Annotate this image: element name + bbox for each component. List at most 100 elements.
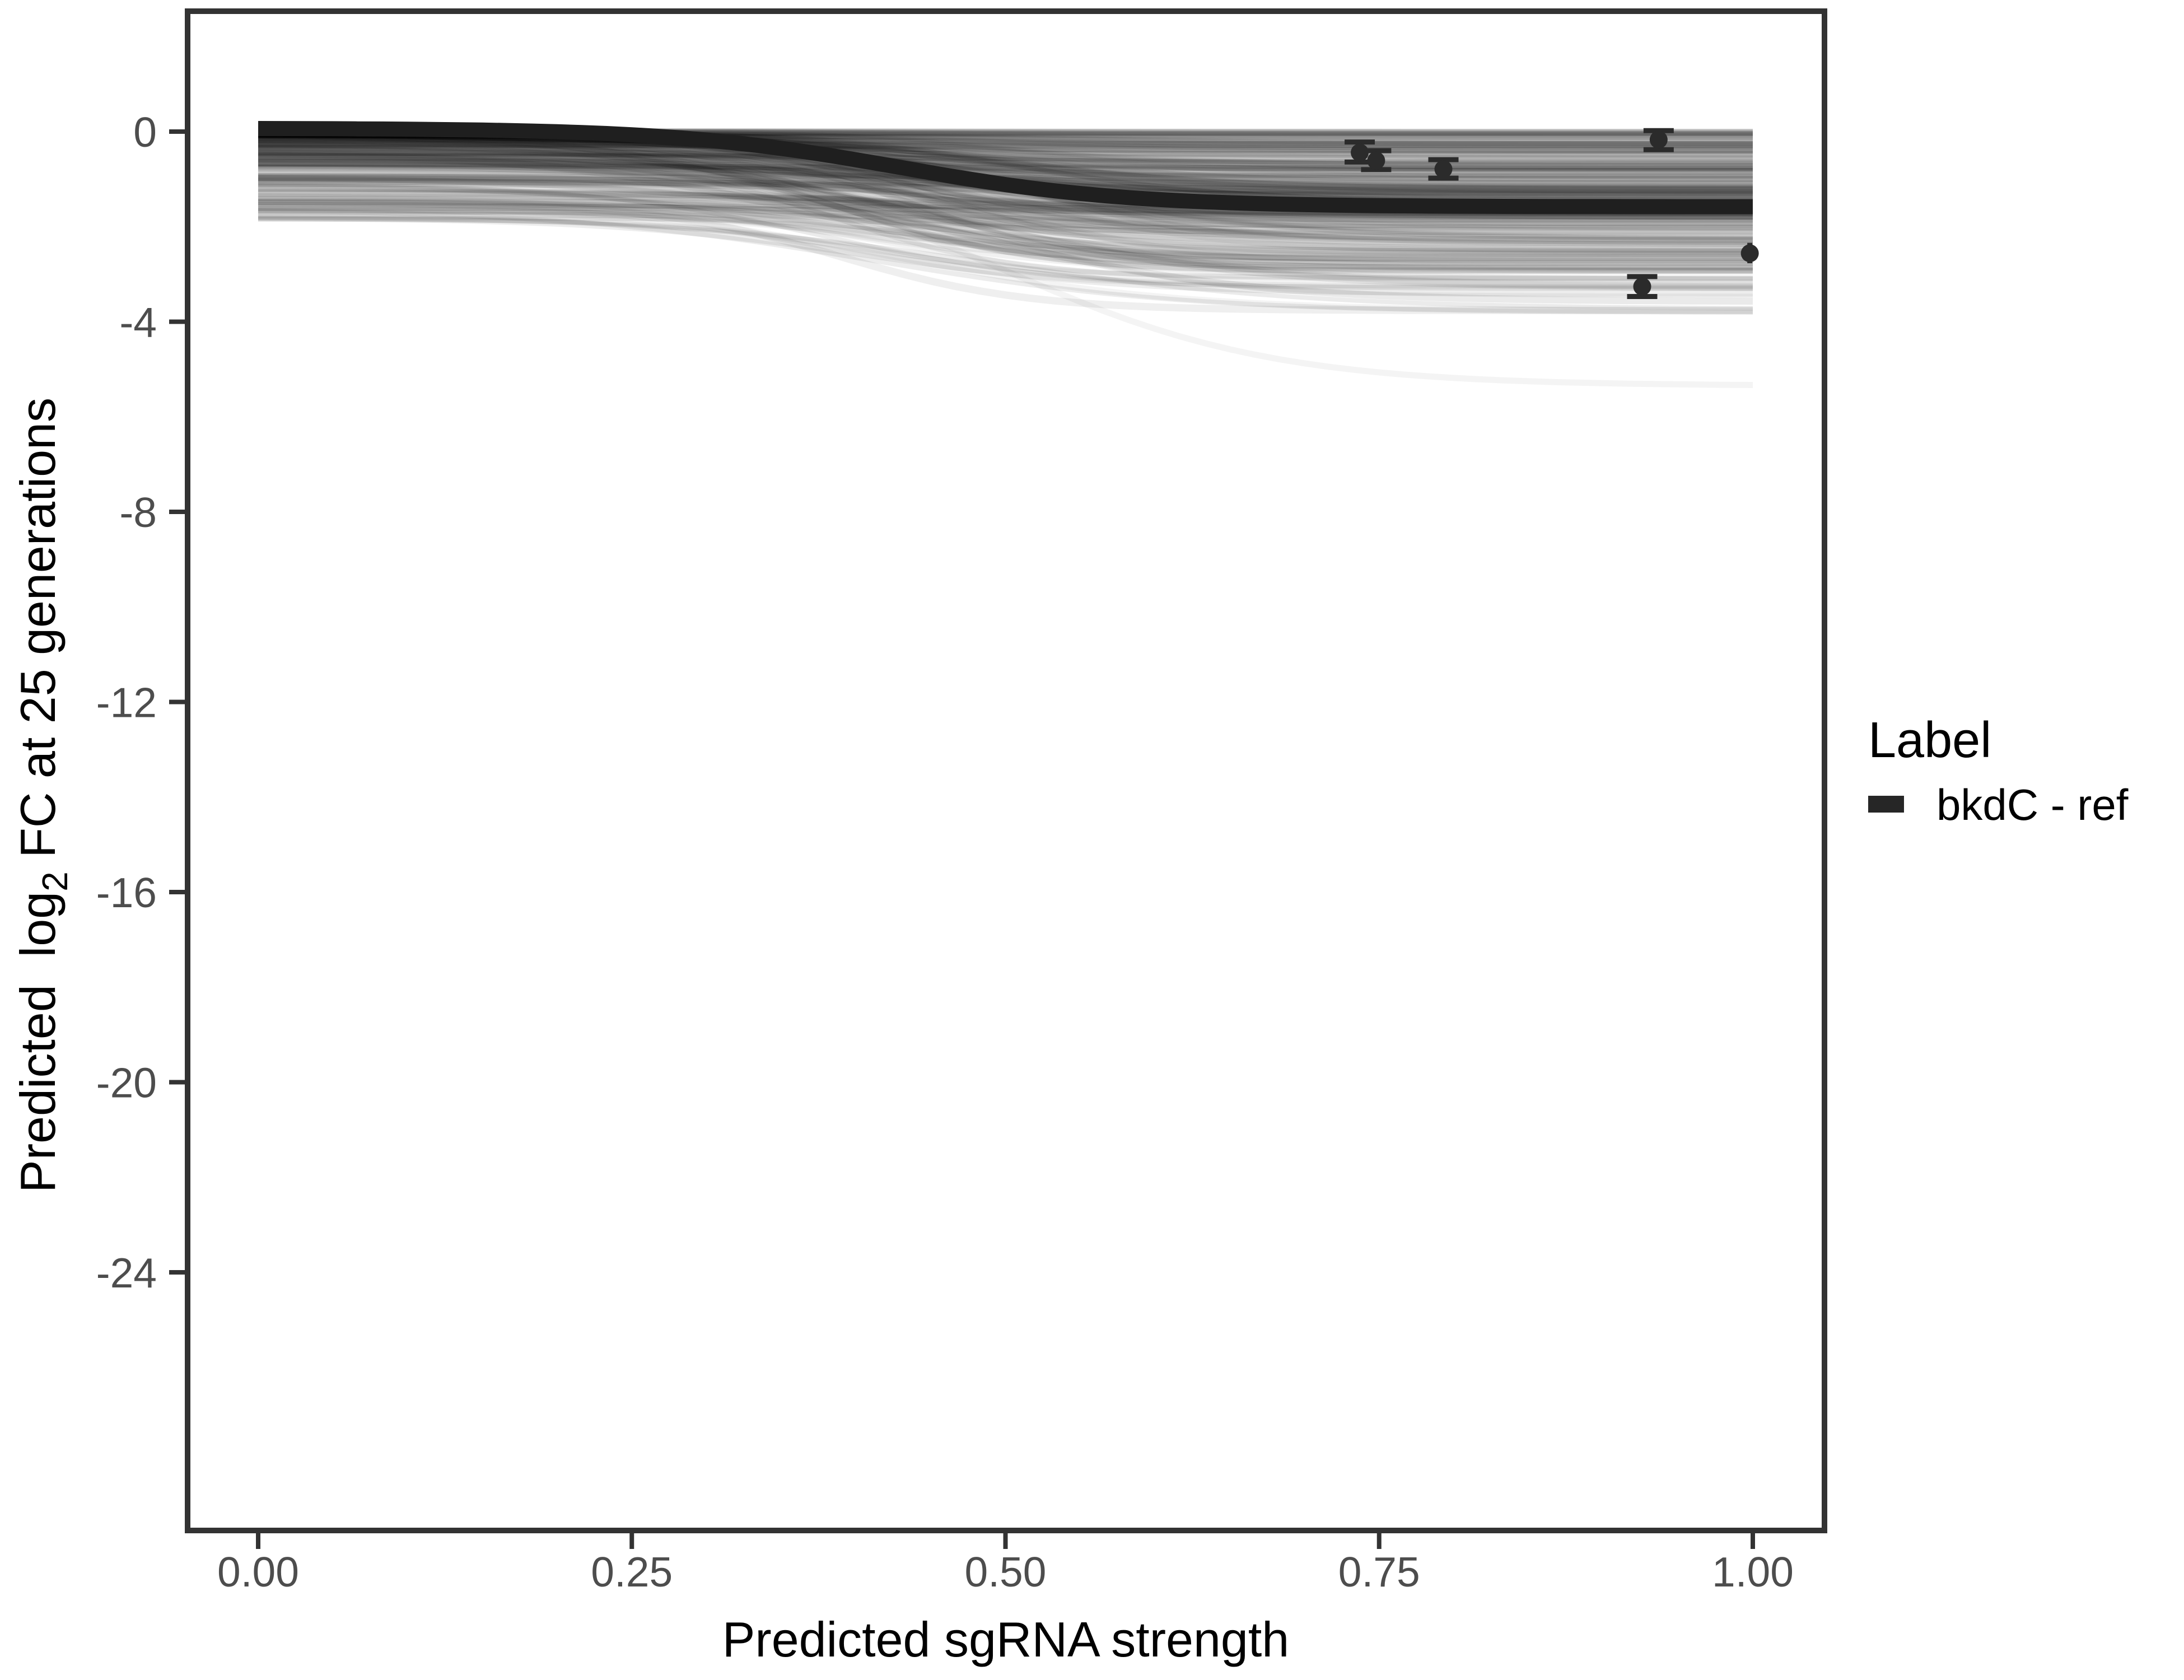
ensemble-curve xyxy=(258,201,1753,271)
ensemble-curves xyxy=(258,128,1753,388)
ensemble-curve xyxy=(258,139,1753,188)
ensemble-curve xyxy=(258,196,1753,264)
errorbar-point xyxy=(1627,274,1658,300)
ensemble-curve xyxy=(258,141,1753,235)
ensemble-curve xyxy=(258,164,1753,290)
ensemble-curve xyxy=(258,156,1753,172)
ensemble-curve xyxy=(258,148,1753,176)
ensemble-curve xyxy=(258,136,1753,223)
ensemble-curve xyxy=(258,132,1753,227)
ensemble-curve xyxy=(258,133,1753,253)
ensemble-curve xyxy=(258,152,1753,245)
x-tick-label: 1.00 xyxy=(1712,1548,1794,1595)
data-point xyxy=(1351,143,1369,162)
ensemble-curve xyxy=(258,190,1753,231)
ensemble-curve xyxy=(258,138,1753,194)
ensemble-curve xyxy=(258,176,1753,305)
ensemble-curve xyxy=(258,199,1753,236)
ensemble-curve xyxy=(258,198,1753,232)
ensemble-curve xyxy=(258,134,1753,170)
ensemble-curve xyxy=(258,134,1753,256)
plot-panel xyxy=(188,11,1824,1530)
ensemble-curve xyxy=(258,197,1753,221)
ensemble-curve xyxy=(258,174,1753,225)
x-tick-label: 0.50 xyxy=(965,1548,1047,1595)
ensemble-curve xyxy=(258,184,1753,283)
ensemble-curve xyxy=(258,142,1753,165)
ensemble-curve xyxy=(258,152,1753,167)
ensemble-curve xyxy=(258,141,1753,174)
ensemble-curve xyxy=(258,171,1753,180)
ensemble-curve xyxy=(258,205,1753,273)
ensemble-curve xyxy=(258,175,1753,253)
data-point xyxy=(1633,277,1651,296)
ensemble-curve xyxy=(258,165,1753,177)
ensemble-curve xyxy=(258,153,1753,162)
ensemble-curve xyxy=(258,200,1753,274)
ensemble-curve xyxy=(258,173,1753,262)
ensemble-curve xyxy=(258,172,1753,271)
ensemble-curve xyxy=(258,216,1753,280)
ensemble-curve xyxy=(258,203,1753,228)
ensemble-curve xyxy=(258,165,1753,221)
y-tick-label: -12 xyxy=(96,679,157,726)
ensemble-curve xyxy=(258,133,1753,191)
ensemble-curve xyxy=(258,136,1753,254)
ensemble-curve xyxy=(258,200,1753,254)
ensemble-curve xyxy=(258,149,1753,274)
ensemble-curve xyxy=(258,211,1753,223)
legend-title: Label xyxy=(1868,712,1991,768)
ensemble-curve xyxy=(258,144,1753,150)
ensemble-curve xyxy=(258,184,1753,219)
legend-entry-label: bkdC - ref xyxy=(1936,780,2129,829)
errorbar-point xyxy=(1345,139,1375,165)
x-tick-label: 0.25 xyxy=(591,1548,673,1595)
errorbar-point xyxy=(1428,157,1459,181)
ensemble-curve xyxy=(258,193,1753,282)
ensemble-curve xyxy=(258,146,1753,226)
ensemble-curve xyxy=(258,175,1753,248)
errorbar-point xyxy=(1643,128,1674,152)
ensemble-curve xyxy=(258,139,1753,149)
ensemble-curve xyxy=(258,144,1753,178)
ensemble-curve xyxy=(258,161,1753,291)
ensemble-curve xyxy=(258,151,1753,171)
y-axis-ticks: 0 -4 -8 -12 -16 -20 -24 xyxy=(96,109,185,1296)
ensemble-curve xyxy=(258,139,1753,180)
errorbar-point xyxy=(1361,148,1392,172)
ensemble-curve xyxy=(258,136,1753,199)
ensemble-curve xyxy=(258,213,1753,297)
data-point xyxy=(1367,151,1385,170)
ensemble-curve xyxy=(258,189,1753,298)
y-tick-label: -24 xyxy=(96,1249,157,1296)
ensemble-curve xyxy=(258,163,1753,171)
ensemble-curve xyxy=(258,147,1753,162)
y-axis-title: Predicted log2 FC at 25 generations xyxy=(10,398,75,1193)
ensemble-curve xyxy=(258,147,1753,262)
ensemble-curve xyxy=(258,202,1753,230)
data-point xyxy=(1434,160,1453,179)
ensemble-curve xyxy=(258,142,1753,151)
errorbar-point xyxy=(1740,242,1759,264)
y-tick-label: -16 xyxy=(96,869,157,916)
ensemble-curve xyxy=(258,216,1753,291)
ensemble-curve xyxy=(258,154,1753,169)
ensemble-curve xyxy=(258,154,1753,274)
ensemble-curve xyxy=(258,169,1753,221)
ensemble-curve xyxy=(258,199,1753,315)
ensemble-curve xyxy=(258,134,1753,171)
ensemble-curve xyxy=(258,160,1753,236)
ensemble-curve xyxy=(258,164,1753,172)
ensemble-curve xyxy=(258,217,1753,230)
ensemble-curve xyxy=(258,136,1753,173)
ensemble-curve xyxy=(258,208,1753,290)
ensemble-curve xyxy=(258,146,1753,152)
legend-key-line-swatch xyxy=(1868,796,1904,813)
ensemble-curve xyxy=(258,139,1753,154)
data-point xyxy=(1740,244,1759,263)
ensemble-curve xyxy=(258,188,1753,259)
y-tick-label: 0 xyxy=(133,109,157,156)
ensemble-curve xyxy=(258,146,1753,217)
ensemble-curve xyxy=(258,207,1753,285)
